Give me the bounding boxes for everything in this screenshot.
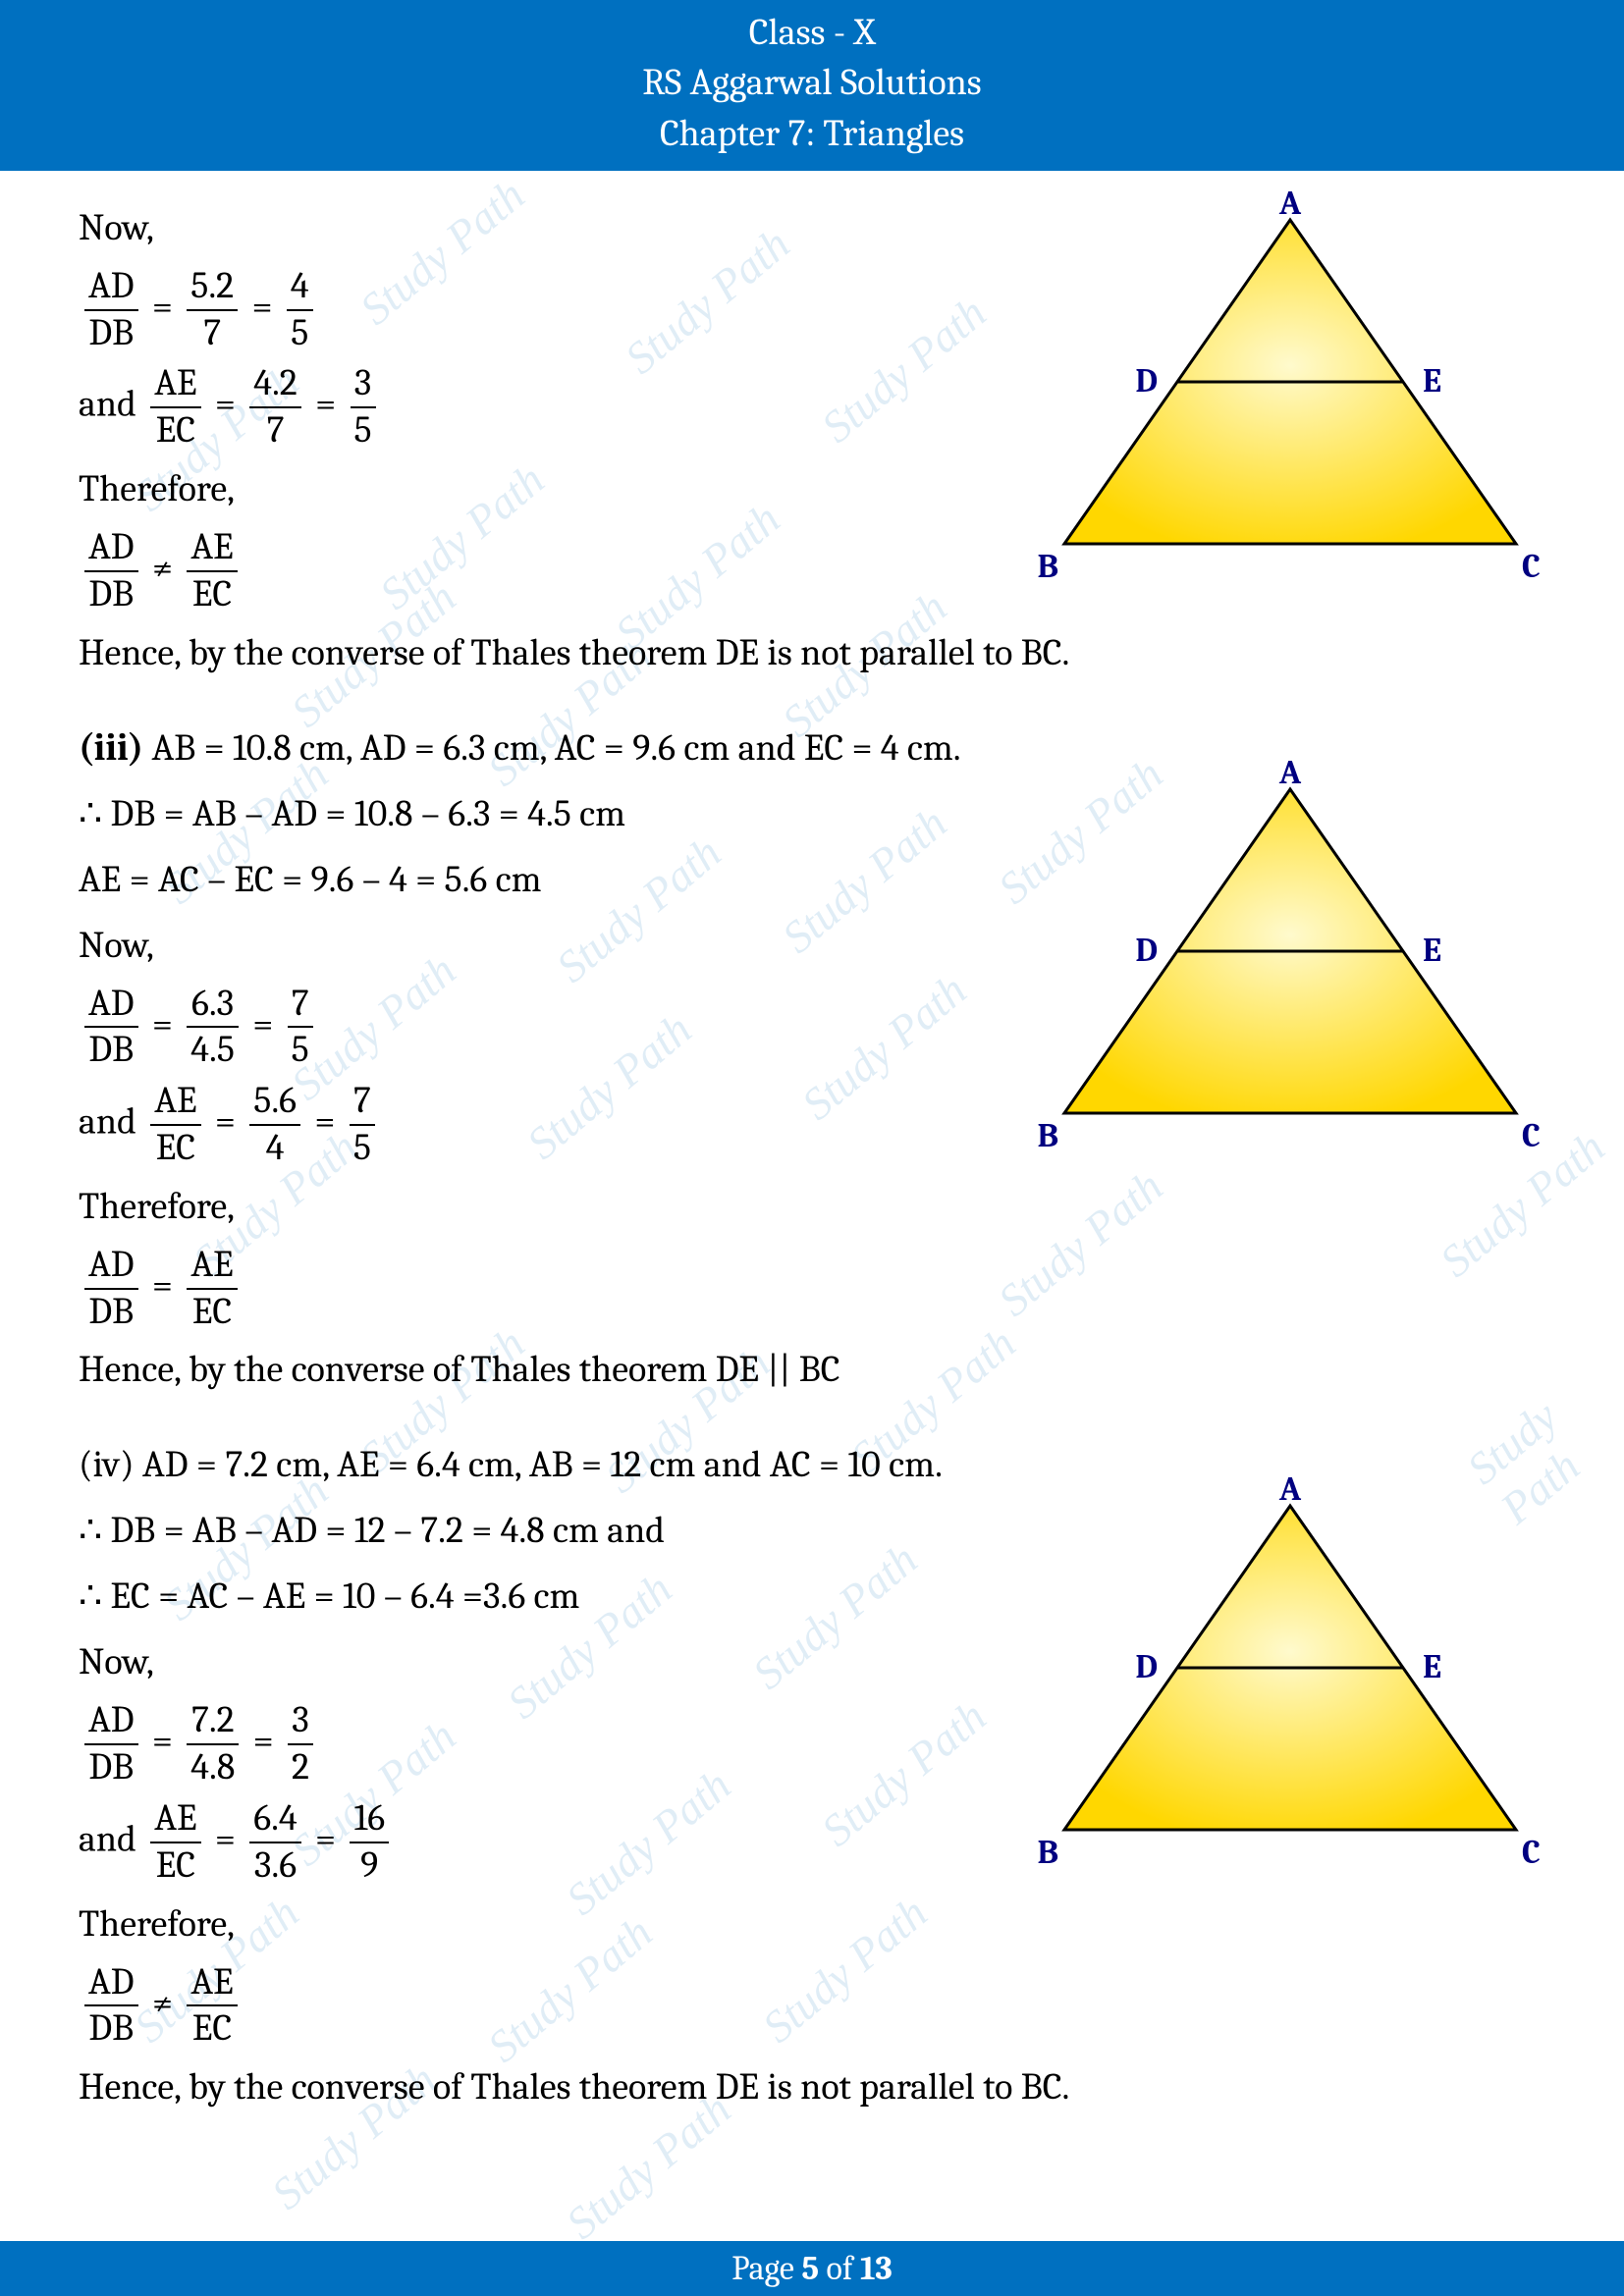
text-therefore: Therefore, [79,461,982,517]
ec-calc: ∴ EC = AC – AE = 10 – 6.4 =3.6 cm [79,1569,982,1625]
db-calc: ∴ DB = AB – AD = 12 – 7.2 = 4.8 cm and [79,1503,982,1559]
text-therefore: Therefore, [79,1896,982,1952]
equation-inequality: ADDB ≠ AEEC [79,1962,982,2051]
equation-ad-db: ADDB = 6.34.5 = 75 [79,984,982,1072]
svg-text:E: E [1423,931,1441,970]
svg-text:E: E [1423,1647,1441,1686]
text-now: Now, [79,1634,982,1690]
given-line: (iv) AD = 7.2 cm, AE = 6.4 cm, AB = 12 c… [79,1437,982,1493]
svg-text:D: D [1135,361,1158,400]
page-header: Class - X RS Aggarwal Solutions Chapter … [0,0,1624,171]
svg-text:C: C [1522,547,1541,583]
svg-text:C: C [1522,1116,1541,1152]
header-line-3: Chapter 7: Triangles [0,109,1624,159]
svg-text:A: A [1278,1476,1302,1509]
header-line-1: Class - X [0,8,1624,58]
svg-text:B: B [1037,547,1058,583]
conclusion-text: Hence, by the converse of Thales theorem… [79,2059,1545,2115]
page-footer: Page 5 of 13 [0,2241,1624,2296]
solution-section-iii: A B C D E (iii) AB = 10.8 cm, AD = 6.3 c… [79,721,1545,1399]
equation-ad-db: ADDB = 7.24.8 = 32 [79,1700,982,1789]
page-content: A B C D E Now, ADDB = 5.27 = 45 and AEEC… [0,171,1624,2272]
svg-text:E: E [1423,361,1441,400]
equation-equality: ADDB = AEEC [79,1245,982,1333]
db-calc: ∴ DB = AB – AD = 10.8 – 6.3 = 4.5 cm [79,786,982,842]
conclusion-text: Hence, by the converse of Thales theorem… [79,625,1545,681]
triangle-figure-1: A B C D E [1035,190,1545,583]
equation-ae-ec: and AEEC = 6.43.6 = 169 [79,1798,982,1887]
svg-text:B: B [1037,1116,1058,1152]
svg-text:D: D [1135,1647,1158,1686]
svg-text:A: A [1278,760,1302,792]
header-line-2: RS Aggarwal Solutions [0,58,1624,108]
text-now: Now, [79,918,982,974]
svg-text:A: A [1278,190,1302,223]
equation-ae-ec: and AEEC = 5.64 = 75 [79,1081,982,1169]
equation-inequality: ADDB ≠ AEEC [79,527,982,615]
ae-calc: AE = AC – EC = 9.6 – 4 = 5.6 cm [79,852,982,908]
text-now: Now, [79,200,982,256]
svg-text:C: C [1522,1833,1541,1869]
svg-text:B: B [1037,1833,1058,1869]
svg-text:D: D [1135,931,1158,970]
equation-ae-ec: and AEEC = 4.27 = 35 [79,363,982,452]
conclusion-text: Hence, by the converse of Thales theorem… [79,1342,1545,1398]
text-therefore: Therefore, [79,1179,982,1235]
solution-section-ii: A B C D E Now, ADDB = 5.27 = 45 and AEEC… [79,200,1545,681]
solution-section-iv: A B C D E (iv) AD = 7.2 cm, AE = 6.4 cm,… [79,1437,1545,2115]
given-line: (iii) AB = 10.8 cm, AD = 6.3 cm, AC = 9.… [79,721,982,776]
equation-ad-db: ADDB = 5.27 = 45 [79,266,982,354]
triangle-figure-2: A B C D E [1035,760,1545,1152]
triangle-figure-3: A B C D E [1035,1476,1545,1869]
